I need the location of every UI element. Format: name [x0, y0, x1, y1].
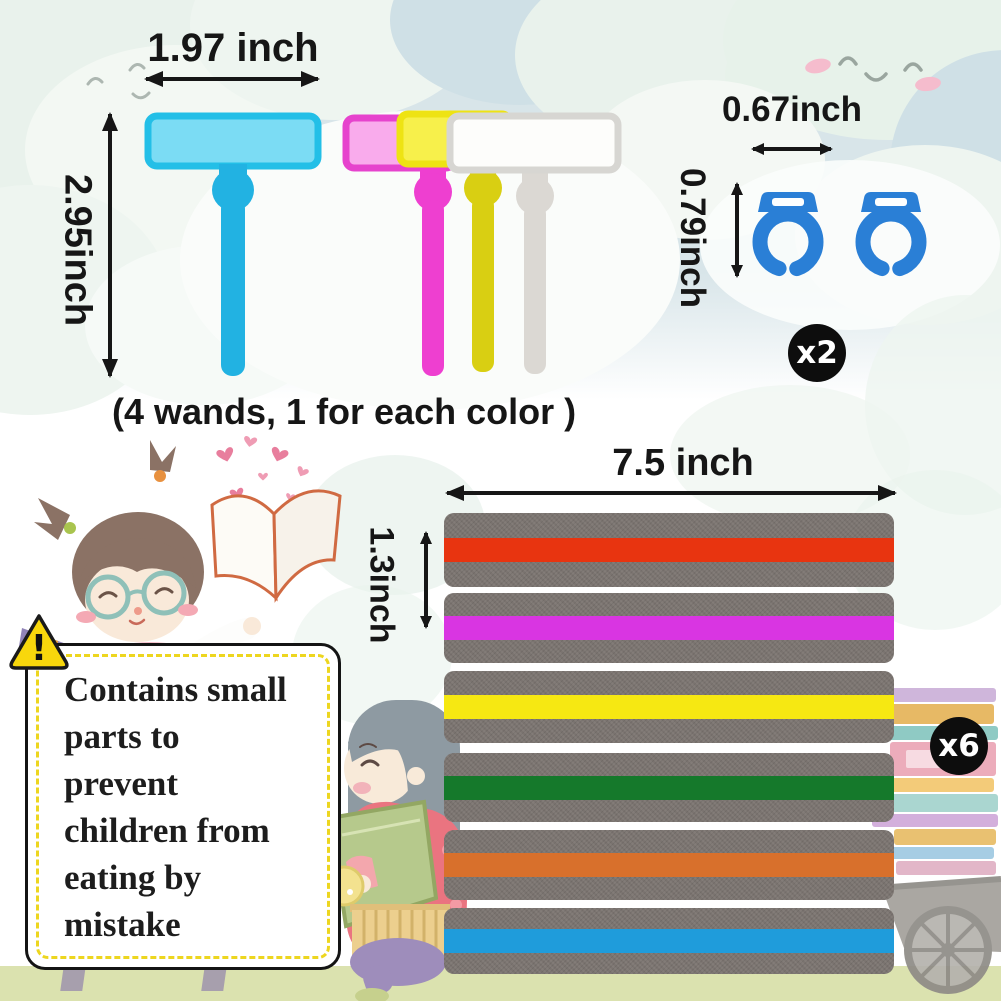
warning-sign: Contains small parts to prevent children… — [25, 643, 341, 970]
warning-line: children from — [64, 811, 270, 850]
ring-height-arrow — [735, 184, 739, 276]
warning-line: parts to — [64, 717, 180, 756]
strip-width-label: 7.5 inch — [612, 442, 754, 484]
open-book — [210, 489, 342, 603]
strip-height-arrow — [424, 533, 428, 627]
strip-highlight-line — [444, 775, 894, 800]
cloud-cheek — [805, 58, 831, 74]
reading-strip — [444, 908, 894, 974]
warning-line: prevent — [64, 764, 179, 803]
strip-highlight-line — [444, 616, 894, 640]
strip-highlight-line — [444, 929, 894, 953]
strip-highlight-line — [444, 538, 894, 562]
strip-height-label: 1.3inch — [362, 526, 401, 644]
finger-ring — [752, 192, 824, 278]
hearts — [215, 435, 310, 502]
wand-height-label: 2.95inch — [56, 173, 99, 327]
quantity-badge-x6: x6 — [930, 717, 988, 775]
cloud-face-partial — [86, 63, 151, 100]
badge-label: x2 — [796, 335, 838, 371]
reading-strip — [444, 671, 894, 743]
wand-width-arrow — [146, 77, 318, 81]
badge-label: x6 — [938, 728, 980, 764]
warning-line: Contains small — [64, 670, 287, 709]
wands-caption: (4 wands, 1 for each color ) — [112, 391, 577, 432]
book-cart-illustration — [866, 688, 1001, 994]
wand-cyan — [144, 112, 322, 376]
warning-sign-dashed-border — [36, 654, 330, 959]
warning-triangle-icon: ! — [9, 614, 69, 670]
reading-strip — [444, 830, 894, 900]
wand-white — [446, 112, 622, 374]
reading-strip — [444, 513, 894, 587]
reading-strip — [444, 753, 894, 822]
quantity-badge-x2: x2 — [788, 324, 846, 382]
strip-width-arrow — [447, 491, 895, 495]
ring-height-label: 0.79inch — [673, 167, 712, 309]
finger-ring — [855, 192, 927, 278]
warning-text: Contains small parts to prevent children… — [64, 666, 287, 948]
wand-group — [342, 110, 622, 376]
reading-strip — [444, 593, 894, 663]
cloud-face — [838, 56, 923, 82]
cloud-cheek — [915, 76, 941, 92]
wand-height-arrow — [108, 114, 112, 376]
ring-width-arrow — [753, 147, 831, 151]
svg-text:!: ! — [31, 628, 47, 669]
warning-line: eating by — [64, 858, 202, 897]
ring-width-label: 0.67inch — [721, 90, 863, 129]
wand-width-label: 1.97 inch — [147, 26, 319, 70]
strip-highlight-line — [444, 695, 894, 719]
warning-line: mistake — [64, 905, 181, 944]
strip-highlight-line — [444, 853, 894, 877]
